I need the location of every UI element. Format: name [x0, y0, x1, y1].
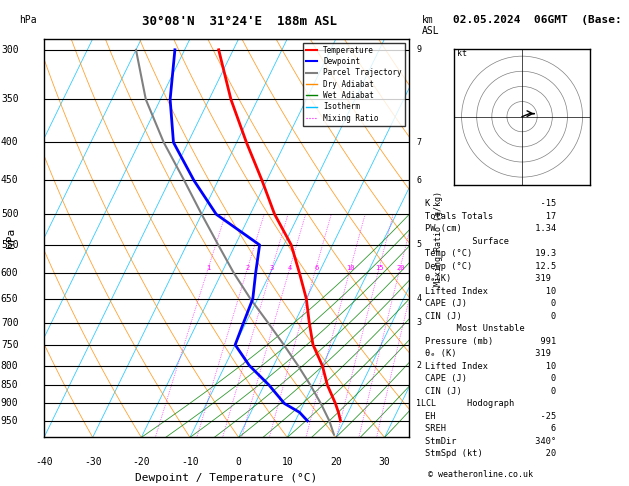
Text: hPa: hPa [19, 15, 36, 25]
Text: 4: 4 [416, 294, 421, 303]
Text: Dewpoint / Temperature (°C): Dewpoint / Temperature (°C) [135, 473, 318, 483]
Text: -30: -30 [84, 457, 101, 468]
Text: 750: 750 [1, 340, 18, 350]
Text: 6: 6 [314, 264, 318, 271]
Text: 500: 500 [1, 209, 18, 219]
Text: 3: 3 [416, 318, 421, 327]
Text: 400: 400 [1, 138, 18, 147]
Text: 450: 450 [1, 175, 18, 185]
Text: 7: 7 [416, 138, 421, 147]
Text: 800: 800 [1, 361, 18, 370]
Text: -10: -10 [181, 457, 199, 468]
Text: -40: -40 [35, 457, 53, 468]
Legend: Temperature, Dewpoint, Parcel Trajectory, Dry Adiabat, Wet Adiabat, Isotherm, Mi: Temperature, Dewpoint, Parcel Trajectory… [303, 43, 405, 125]
Text: 700: 700 [1, 317, 18, 328]
Text: 20: 20 [330, 457, 342, 468]
Text: 2: 2 [416, 361, 421, 370]
Text: 550: 550 [1, 240, 18, 250]
Text: 350: 350 [1, 94, 18, 104]
Text: 10: 10 [281, 457, 293, 468]
Text: 950: 950 [1, 416, 18, 426]
Text: 20: 20 [396, 264, 404, 271]
Text: 650: 650 [1, 294, 18, 304]
Text: 6: 6 [416, 176, 421, 185]
Text: 30°08'N  31°24'E  188m ASL: 30°08'N 31°24'E 188m ASL [142, 15, 337, 28]
Text: 0: 0 [236, 457, 242, 468]
Text: kt: kt [457, 49, 467, 58]
Text: 2: 2 [246, 264, 250, 271]
Text: 900: 900 [1, 399, 18, 408]
Text: hPa: hPa [6, 228, 16, 248]
Text: km
ASL: km ASL [421, 15, 439, 36]
Text: -20: -20 [133, 457, 150, 468]
Text: 5: 5 [416, 241, 421, 249]
Text: 3: 3 [270, 264, 274, 271]
Text: 30: 30 [379, 457, 391, 468]
Text: 300: 300 [1, 45, 18, 55]
Text: 15: 15 [375, 264, 384, 271]
Text: 9: 9 [416, 45, 421, 54]
Text: 1LCL: 1LCL [416, 399, 436, 408]
Text: © weatheronline.co.uk: © weatheronline.co.uk [428, 469, 533, 479]
Text: K                     -15
Totals Totals          17
PW (cm)              1.34
  : K -15 Totals Totals 17 PW (cm) 1.34 [425, 199, 557, 471]
Text: 10: 10 [347, 264, 355, 271]
Text: 850: 850 [1, 380, 18, 390]
Text: Mixing Ratio (g/kg): Mixing Ratio (g/kg) [433, 191, 443, 286]
Text: 1: 1 [206, 264, 211, 271]
Text: 02.05.2024  06GMT  (Base: 00): 02.05.2024 06GMT (Base: 00) [453, 15, 629, 25]
Text: 4: 4 [288, 264, 292, 271]
Text: 600: 600 [1, 268, 18, 278]
